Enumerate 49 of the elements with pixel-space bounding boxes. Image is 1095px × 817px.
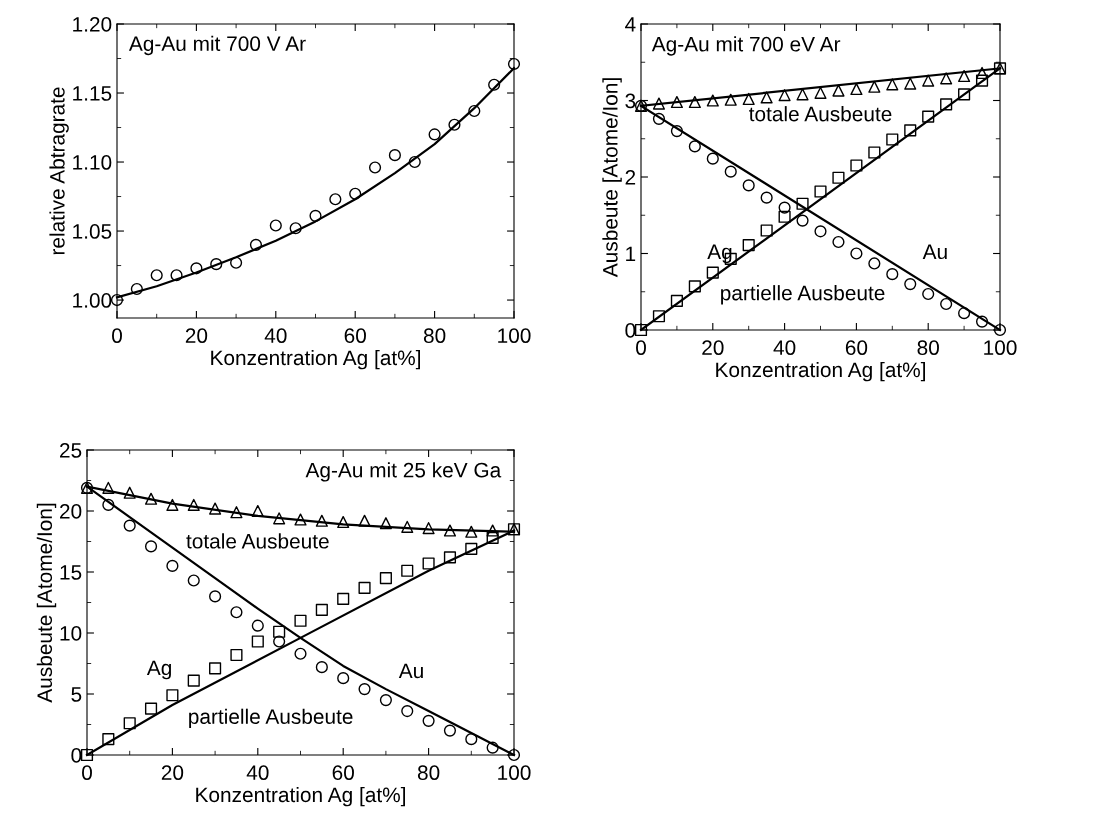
y-tick-label: 4 — [625, 17, 636, 32]
x-tick-label: 100 — [984, 340, 1017, 356]
x-tick-label: 20 — [161, 765, 184, 781]
x-tick-label: 100 — [498, 328, 531, 344]
x-tick-label: 20 — [185, 328, 208, 344]
annotation: Au — [922, 244, 947, 260]
x-tick-label: 60 — [845, 340, 868, 356]
annotation: Ag — [146, 660, 171, 680]
x-tick-label: 40 — [246, 765, 269, 781]
annotation: partielle Ausbeute — [189, 708, 353, 729]
x-tick-label: 80 — [423, 328, 446, 344]
y-axis-title: Ausbeute [Atome/Ion] — [602, 78, 622, 278]
annotation: totale Ausbeute — [186, 533, 329, 549]
x-axis-title: Konzentration Ag [at%] — [211, 349, 420, 370]
x-tick-label: 40 — [264, 328, 287, 344]
x-tick-label: 60 — [344, 328, 366, 344]
x-tick-label: 20 — [702, 340, 724, 356]
y-tick-label: 5 — [71, 687, 82, 702]
x-tick-label: 0 — [112, 328, 122, 344]
text: Ag-Au mit 700 eV Ar — [651, 36, 841, 56]
x-tick-label: 0 — [636, 340, 646, 356]
y-tick-label: 1 — [626, 246, 636, 262]
y-tick-label: 25 — [60, 443, 82, 458]
x-tick-label: 40 — [773, 340, 796, 356]
y-tick-label: 0 — [71, 748, 82, 763]
y-axis-title: Ausbeute [Atome/Ion] — [36, 503, 57, 703]
x-tick-label: 60 — [332, 765, 354, 781]
x-tick-label: 100 — [498, 765, 531, 781]
y-tick-label: 1.05 — [73, 224, 112, 239]
x-tick-label: 80 — [917, 340, 939, 356]
y-tick-label: 1.15 — [73, 86, 112, 101]
y-tick-label: 3 — [625, 93, 636, 109]
y-tick-label: 20 — [60, 504, 82, 519]
y-tick-label: 10 — [60, 626, 82, 641]
y-tick-label: 1.10 — [73, 155, 112, 170]
x-axis-title: Konzentration Ag [at%] — [716, 361, 925, 382]
y-tick-label: 1.20 — [73, 17, 112, 32]
y-tick-label: 15 — [60, 565, 82, 580]
text: Ag-Au mit 700 V Ar — [128, 35, 306, 56]
annotation: totale Ausbeute — [749, 106, 892, 122]
x-axis-title: Konzentration Ag [at%] — [196, 786, 405, 807]
y-tick-label: 1.00 — [73, 293, 112, 308]
y-axis-title: relative Abtragrate — [49, 87, 69, 255]
annotation: partielle Ausbeute — [721, 285, 885, 305]
x-tick-label: 80 — [417, 765, 440, 781]
annotation: Au — [398, 663, 423, 679]
annotation: Ag — [707, 244, 732, 264]
text: Ag-Au mit 25 keV Ga — [305, 462, 502, 482]
y-tick-label: 2 — [625, 170, 636, 185]
